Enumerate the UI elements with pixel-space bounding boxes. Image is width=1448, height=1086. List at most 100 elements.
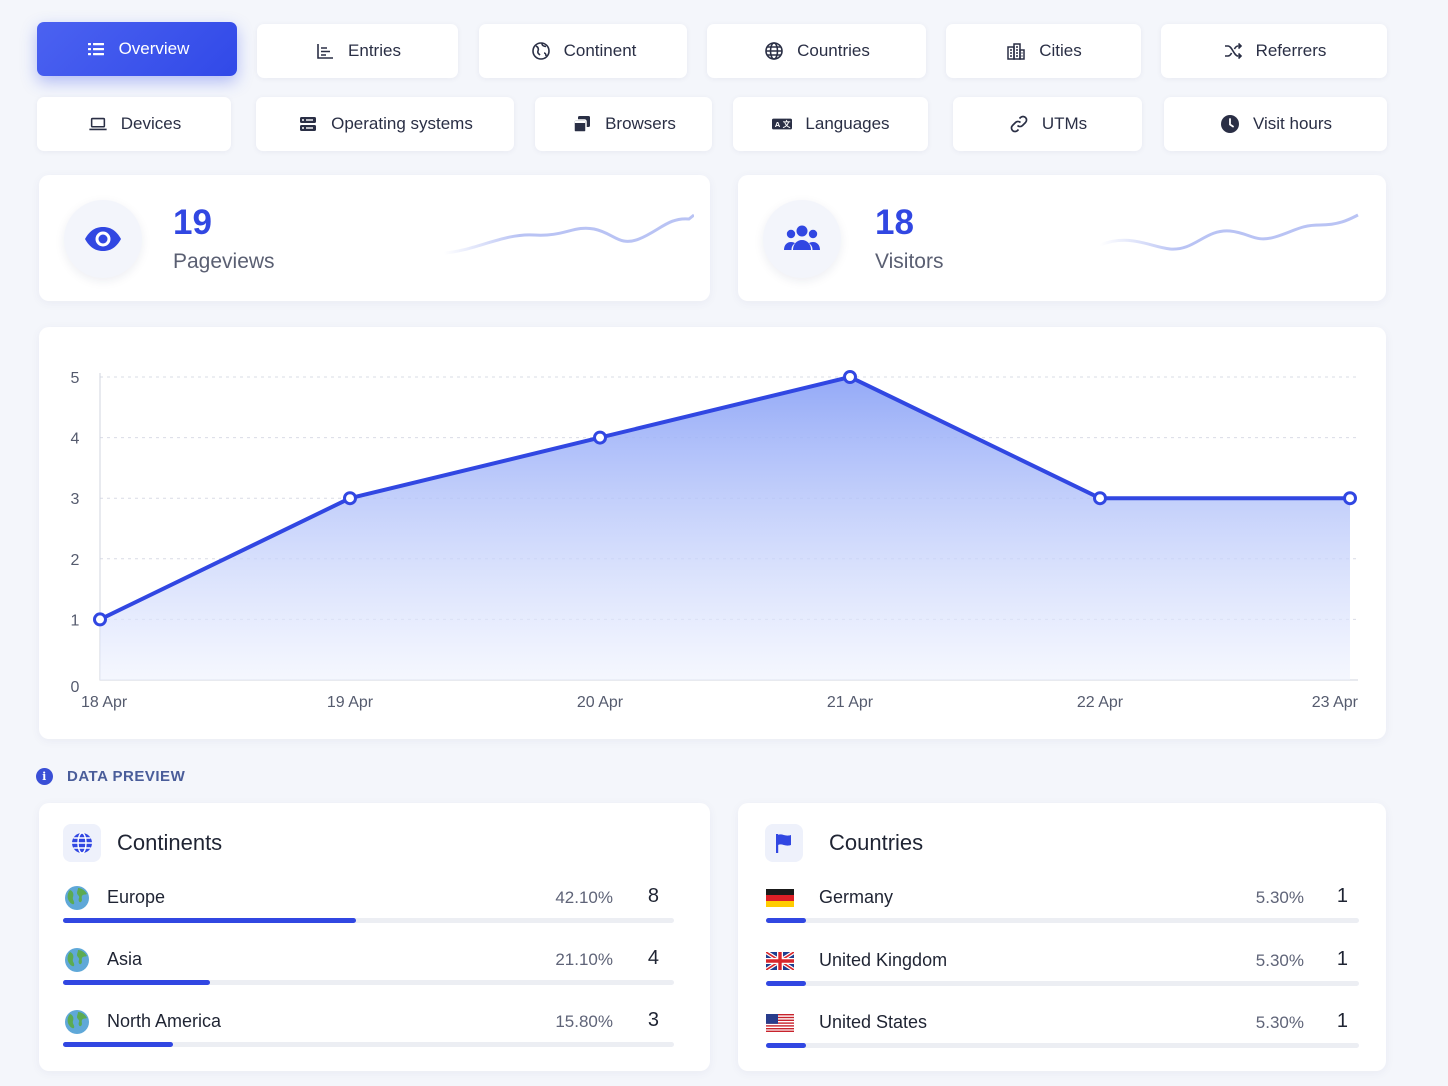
- continent-percent: 15.80%: [555, 1012, 613, 1031]
- visitors-label: Visitors: [875, 250, 944, 273]
- tab-overview-label: Overview: [118, 39, 190, 58]
- germany-flag-icon: [766, 885, 794, 911]
- bar-chart-icon: [314, 40, 336, 62]
- globe-grid-icon: [763, 40, 785, 62]
- continents-panel-title: Continents: [117, 830, 223, 855]
- country-count: 1: [1336, 948, 1348, 970]
- country-percent: 5.30%: [1255, 1013, 1304, 1032]
- list-item[interactable]: Germany 5.30% 1: [766, 881, 1359, 931]
- progress-fill: [766, 918, 806, 923]
- continent-count: 8: [647, 885, 659, 907]
- flag-icon: [765, 824, 803, 862]
- server-icon: [297, 113, 319, 135]
- continents-panel-header: Continents: [63, 824, 222, 862]
- country-percent: 5.30%: [1255, 951, 1304, 970]
- list-item[interactable]: Europe 42.10% 8: [63, 881, 674, 931]
- laptop-icon: [87, 113, 109, 135]
- y-tick-label: 0: [71, 679, 80, 696]
- list-item[interactable]: North America 15.80% 3: [63, 1005, 674, 1055]
- y-tick-label: 5: [71, 370, 80, 387]
- tab-languages-label: Languages: [805, 114, 890, 133]
- users-icon: [763, 200, 841, 278]
- x-tick-label: 22 Apr: [1077, 694, 1124, 711]
- data-point[interactable]: [593, 430, 607, 445]
- tab-continent[interactable]: Continent: [479, 24, 687, 78]
- us-flag-icon: [766, 1010, 794, 1036]
- tab-countries[interactable]: Countries: [707, 24, 926, 78]
- progress-fill: [63, 980, 210, 985]
- earth-icon: [63, 1009, 91, 1035]
- data-preview-title: DATA PREVIEW: [67, 768, 186, 785]
- area-chart: 0 1 2 3 4 5 18 Apr 19 Apr 20 Apr 21 Apr 22 Apr 23 …: [71, 370, 1359, 711]
- visitors-sparkline: [1100, 213, 1359, 251]
- tab-entries-label: Entries: [348, 41, 401, 60]
- continent-count: 4: [647, 947, 659, 969]
- chart-area-fill: [100, 377, 1350, 680]
- list-item[interactable]: United Kingdom 5.30% 1: [766, 944, 1359, 994]
- continents-panel: Continents Europe 42.10% 8 Asia 21.10% 4…: [39, 803, 710, 1071]
- x-tick-label: 19 Apr: [327, 694, 374, 711]
- country-count: 1: [1336, 885, 1348, 907]
- progress-track: [63, 1042, 674, 1047]
- x-tick-label: 18 Apr: [81, 694, 128, 711]
- data-point[interactable]: [1343, 491, 1357, 506]
- tab-utms-label: UTMs: [1041, 114, 1088, 133]
- continent-percent: 21.10%: [555, 950, 613, 969]
- shuffle-icon: [1222, 40, 1244, 62]
- progress-fill: [766, 1043, 806, 1048]
- continent-percent: 42.10%: [555, 888, 613, 907]
- data-point[interactable]: [843, 370, 857, 384]
- visitors-value: 18: [875, 203, 914, 242]
- tab-cities[interactable]: Cities: [946, 24, 1141, 78]
- city-icon: [1005, 40, 1027, 62]
- list-item[interactable]: Asia 21.10% 4: [63, 943, 674, 993]
- globe-icon: [63, 824, 101, 862]
- countries-panel: Countries Germany 5.30% 1 United Kingdom…: [738, 803, 1386, 1071]
- tab-entries[interactable]: Entries: [257, 24, 458, 78]
- progress-track: [766, 981, 1359, 986]
- data-preview-heading: i DATA PREVIEW: [36, 768, 185, 785]
- pageviews-card: 19 Pageviews: [39, 175, 710, 301]
- data-point[interactable]: [1093, 491, 1107, 506]
- data-point[interactable]: [93, 612, 107, 627]
- continent-name: Asia: [107, 949, 143, 969]
- continent-count: 3: [647, 1009, 659, 1031]
- country-name: United States: [819, 1012, 928, 1032]
- tab-devices-label: Devices: [120, 114, 182, 133]
- info-icon: i: [36, 768, 53, 785]
- countries-panel-header: Countries: [765, 824, 923, 862]
- tab-visit-hours-label: Visit hours: [1252, 114, 1333, 133]
- progress-track: [63, 918, 674, 923]
- progress-fill: [766, 981, 806, 986]
- globe-outline-icon: [530, 40, 552, 62]
- clock-icon: [1219, 113, 1241, 135]
- tab-operating-systems-label: Operating systems: [331, 114, 473, 133]
- tab-operating-systems[interactable]: Operating systems: [256, 97, 514, 151]
- browser-windows-icon: [571, 113, 593, 135]
- country-name: Germany: [819, 887, 894, 907]
- eye-icon: [64, 200, 142, 278]
- continent-name: Europe: [107, 887, 166, 907]
- tab-browsers[interactable]: Browsers: [535, 97, 712, 151]
- svg-text:A: A: [775, 120, 781, 129]
- pageviews-sparkline: [444, 213, 694, 255]
- link-icon: [1008, 113, 1030, 135]
- data-point[interactable]: [343, 491, 357, 506]
- tab-visit-hours[interactable]: Visit hours: [1164, 97, 1387, 151]
- country-count: 1: [1336, 1010, 1348, 1032]
- x-tick-label: 23 Apr: [1312, 694, 1359, 711]
- progress-track: [766, 1043, 1359, 1048]
- tab-referrers[interactable]: Referrers: [1161, 24, 1387, 78]
- earth-icon: [63, 885, 91, 911]
- tab-overview[interactable]: Overview: [37, 22, 237, 76]
- tab-cities-label: Cities: [1039, 41, 1082, 60]
- y-tick-label: 4: [71, 431, 80, 448]
- visitors-card: 18 Visitors: [738, 175, 1386, 301]
- progress-fill: [63, 918, 357, 923]
- tab-countries-label: Countries: [797, 41, 870, 60]
- tab-utms[interactable]: UTMs: [953, 97, 1142, 151]
- x-tick-label: 20 Apr: [577, 694, 624, 711]
- list-item[interactable]: United States 5.30% 1: [766, 1006, 1359, 1056]
- tab-devices[interactable]: Devices: [37, 97, 231, 151]
